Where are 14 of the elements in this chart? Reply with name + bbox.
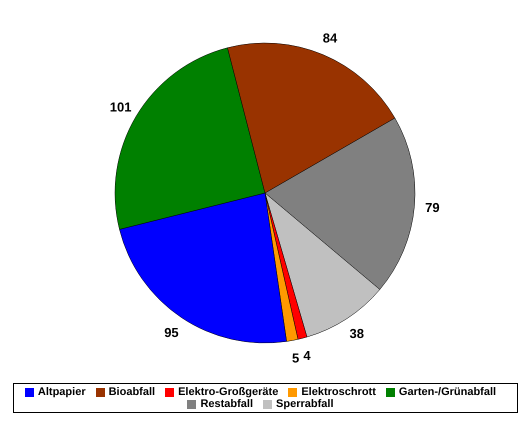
legend-label: Bioabfall — [108, 386, 156, 398]
data-label: 95 — [164, 325, 179, 340]
data-label: 101 — [110, 100, 132, 115]
legend-label: Altpapier — [38, 386, 86, 398]
legend-label: Restabfall — [200, 398, 254, 410]
data-label: 84 — [322, 30, 338, 46]
data-label: 4 — [303, 348, 312, 364]
legend-label: Sperrabfall — [276, 398, 334, 410]
legend-label: Garten-/Grünabfall — [398, 386, 496, 398]
legend-label: Elektroschrott — [301, 386, 376, 398]
data-label: 38 — [350, 326, 364, 342]
legend-label: Elektro-Großgeräte — [178, 386, 278, 398]
data-label: 79 — [425, 200, 440, 216]
data-label: 5 — [292, 350, 300, 366]
